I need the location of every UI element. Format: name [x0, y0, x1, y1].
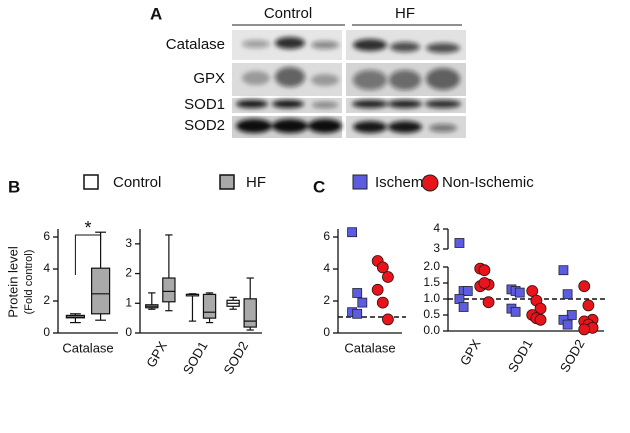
legend-swatch [421, 174, 439, 192]
box [202, 293, 217, 319]
point [566, 310, 577, 320]
x-tick-label: SOD1 [180, 339, 211, 377]
box [243, 298, 257, 328]
point [376, 296, 389, 309]
y-tick-label: 0 [125, 325, 132, 339]
y-tick-label: 2.0 [423, 259, 440, 273]
point [510, 306, 521, 317]
point [371, 283, 384, 296]
point [482, 296, 495, 309]
y-tick-label: 0 [43, 325, 50, 339]
blot-image [232, 30, 466, 138]
row-label: Catalase [166, 36, 225, 53]
x-tick-label: SOD2 [557, 337, 588, 375]
legend-label: HF [246, 174, 266, 191]
point [382, 313, 394, 326]
legend-label: Non-Ischemic [442, 174, 534, 191]
legend-swatch [219, 174, 235, 190]
annotation: * [84, 218, 91, 238]
point [514, 287, 525, 298]
x-tick-label: SOD2 [221, 339, 252, 377]
y-tick-label: 2 [323, 293, 330, 307]
x-tick-label: Catalase [344, 340, 395, 355]
y-tick-label: 2 [43, 293, 50, 307]
y-tick-label: 6 [43, 229, 50, 243]
group-label: HF [395, 5, 415, 22]
row-label: SOD1 [184, 96, 225, 113]
y-tick-label: 4 [323, 261, 330, 275]
legend-swatch [83, 174, 99, 190]
y-tick-label: 0.5 [423, 307, 440, 321]
point [352, 308, 363, 319]
point [458, 302, 469, 312]
point [357, 297, 368, 308]
x-tick-label: SOD1 [505, 337, 536, 375]
y-tick-label: 2 [125, 266, 132, 280]
point [462, 286, 473, 296]
point [562, 289, 573, 300]
point [562, 319, 573, 330]
box [162, 277, 176, 303]
y-axis-label: Protein level [5, 246, 20, 318]
point [534, 313, 547, 326]
x-tick-label: GPX [143, 338, 170, 370]
point [578, 323, 591, 336]
point [382, 271, 394, 283]
point [352, 288, 363, 298]
y-tick-label: 4 [43, 261, 50, 275]
point [376, 261, 389, 274]
point [558, 265, 569, 276]
legend-label: Ischemic [375, 174, 435, 191]
y-tick-label: 1.5 [423, 275, 440, 289]
point [347, 227, 357, 238]
y-tick-label: 6 [323, 229, 330, 243]
y-axis-label: (Fold control) [23, 250, 35, 315]
legend-swatch [352, 174, 368, 190]
legend-label: Control [113, 174, 161, 191]
point [454, 238, 465, 248]
point [478, 277, 491, 289]
y-tick-label: 4 [433, 221, 440, 235]
y-tick-label: 3 [125, 236, 132, 250]
y-tick-label: 1.0 [423, 291, 440, 305]
panel-label: C [313, 177, 325, 196]
x-tick-label: GPX [457, 336, 484, 368]
y-tick-label: 0.0 [423, 323, 440, 337]
point [578, 280, 591, 293]
row-label: SOD2 [184, 117, 225, 134]
row-label: GPX [193, 70, 225, 87]
panel-label: A [150, 4, 162, 23]
point [582, 299, 595, 312]
y-tick-label: 3 [433, 241, 440, 255]
group-label: Control [264, 5, 312, 22]
box [90, 267, 111, 315]
point [478, 264, 491, 277]
x-tick-label: Catalase [62, 340, 113, 355]
y-tick-label: 0 [323, 325, 330, 339]
significance-bracket [74, 234, 102, 275]
panel-label: B [8, 177, 20, 196]
y-tick-label: 1 [125, 295, 132, 309]
